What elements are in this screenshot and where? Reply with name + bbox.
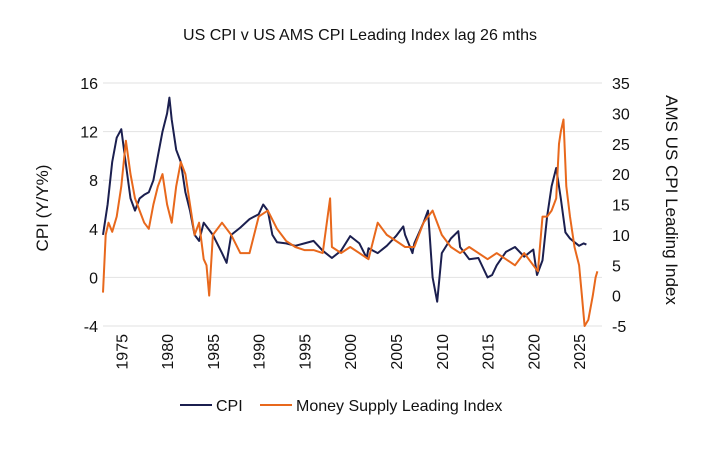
chart-title: US CPI v US AMS CPI Leading Index lag 26… xyxy=(183,27,537,44)
series-line-cpi xyxy=(102,96,587,303)
x-tick-label: 2010 xyxy=(435,334,452,370)
gridlines xyxy=(103,82,602,327)
right-tick-label: 30 xyxy=(612,106,630,123)
x-tick-label: 1985 xyxy=(206,334,223,370)
left-tick-label: 4 xyxy=(89,222,98,239)
right-axis-label: AMS US CPI Leading Index xyxy=(662,95,681,305)
x-tick-label: 2000 xyxy=(343,334,360,370)
series-line-money-supply xyxy=(102,118,599,327)
left-axis-ticks: -4 0 4 8 12 16 xyxy=(80,76,98,336)
left-tick-label: 8 xyxy=(89,173,98,190)
right-tick-label: -5 xyxy=(612,319,626,336)
legend: CPI Money Supply Leading Index xyxy=(180,398,502,415)
x-tick-label: 1990 xyxy=(252,334,269,370)
left-tick-label: 16 xyxy=(80,76,98,93)
x-axis-ticks: 1975 1980 1985 1990 1995 2000 2005 2010 2015 2020… xyxy=(114,334,589,370)
x-tick-label: 1975 xyxy=(114,334,131,370)
right-tick-label: 10 xyxy=(612,228,630,245)
left-tick-label: 12 xyxy=(80,125,98,142)
x-tick-label: 1995 xyxy=(297,334,314,370)
right-tick-label: 25 xyxy=(612,137,630,154)
left-axis-label: CPI (Y/Y%) xyxy=(33,165,52,252)
right-tick-label: 35 xyxy=(612,76,630,93)
x-tick-label: 2015 xyxy=(481,334,498,370)
right-tick-label: 5 xyxy=(612,258,621,275)
x-tick-label: 1980 xyxy=(160,334,177,370)
series-lines xyxy=(102,96,599,327)
x-tick-label: 2005 xyxy=(389,334,406,370)
legend-label-cpi: CPI xyxy=(216,398,243,415)
left-tick-label: -4 xyxy=(84,319,98,336)
right-tick-label: 0 xyxy=(612,289,621,306)
x-tick-label: 2025 xyxy=(572,334,589,370)
legend-label-money-supply: Money Supply Leading Index xyxy=(296,398,502,415)
left-tick-label: 0 xyxy=(89,270,98,287)
right-tick-label: 20 xyxy=(612,167,630,184)
right-tick-label: 15 xyxy=(612,198,630,215)
right-axis-ticks: -5 0 5 10 15 20 25 30 35 xyxy=(612,76,630,336)
x-tick-label: 2020 xyxy=(526,334,543,370)
